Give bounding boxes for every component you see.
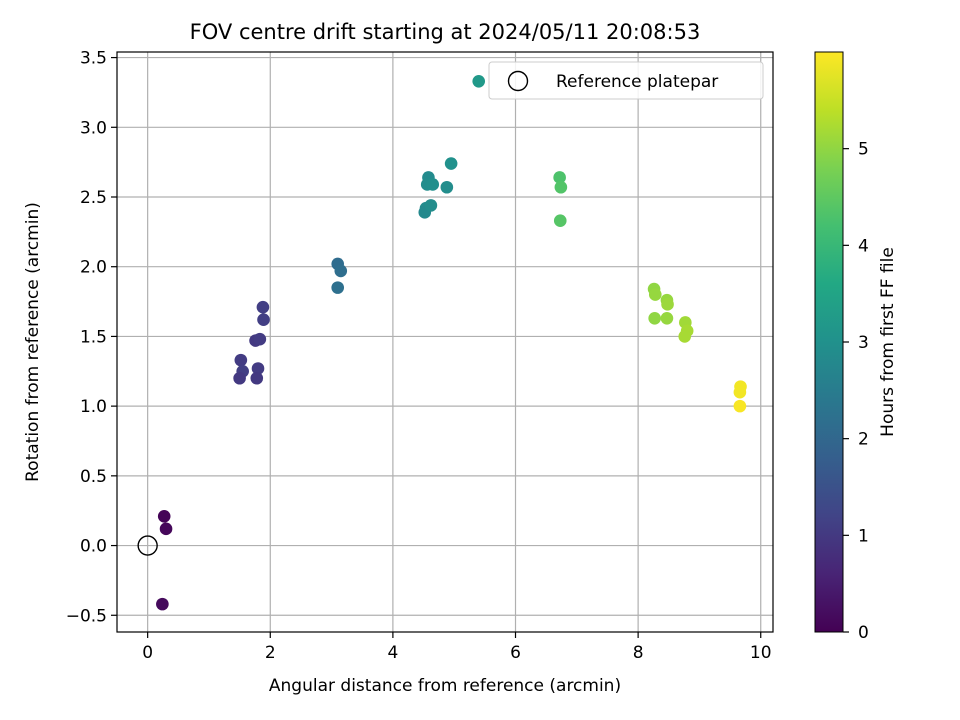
data-point — [331, 281, 345, 294]
reference-point-marker — [137, 535, 158, 556]
colorbar-tick-label: 4 — [858, 236, 869, 256]
colorbar-gradient — [814, 51, 844, 633]
chart-title: FOV centre drift starting at 2024/05/11 … — [190, 20, 701, 44]
data-point — [257, 313, 270, 326]
y-tick-label: −0.5 — [66, 606, 107, 626]
data-point — [334, 264, 348, 278]
data-point — [440, 180, 454, 194]
reference-layer — [137, 535, 158, 556]
plot-frame — [116, 51, 774, 633]
data-point — [553, 214, 567, 228]
data-point — [233, 371, 246, 385]
colorbar-tick-label: 5 — [858, 140, 869, 160]
data-point — [234, 353, 248, 367]
data-point — [648, 288, 662, 301]
data-point — [256, 300, 270, 314]
data-point — [648, 311, 661, 325]
y-tick-label: 0.0 — [80, 537, 107, 557]
y-tick-label: 3.0 — [80, 118, 107, 138]
x-tick-label: 8 — [633, 643, 644, 663]
data-point — [157, 509, 171, 523]
x-tick-label: 6 — [510, 643, 521, 663]
y-axis-ticks: −0.5 0.0 0.5 1.0 1.5 2.0 2.5 3.0 3.5 — [66, 49, 117, 626]
colorbar-tick-label: 0 — [858, 623, 869, 643]
data-point — [733, 385, 747, 399]
x-tick-label: 0 — [142, 643, 153, 663]
data-point — [156, 597, 169, 611]
data-point — [251, 362, 265, 375]
legend: Reference platepar — [488, 61, 764, 100]
data-point — [554, 180, 568, 194]
data-point — [253, 332, 267, 346]
data-point — [733, 399, 747, 413]
data-point — [444, 157, 458, 170]
data-point — [661, 298, 674, 311]
data-point — [553, 171, 566, 184]
data-point — [426, 178, 440, 191]
x-axis-ticks: 0 2 4 6 8 10 — [142, 632, 772, 663]
data-point — [678, 330, 692, 343]
x-tick-label: 2 — [265, 643, 276, 663]
grid — [117, 52, 773, 632]
legend-reference-label: Reference platepar — [556, 72, 718, 92]
colorbar-tick-label: 1 — [858, 526, 869, 546]
legend-box — [488, 61, 764, 100]
y-tick-label: 2.0 — [80, 258, 107, 278]
data-point — [660, 311, 674, 325]
x-tick-label: 10 — [750, 643, 772, 663]
data-points — [156, 74, 747, 611]
data-point — [424, 199, 438, 212]
y-tick-label: 3.5 — [80, 49, 107, 69]
colorbar: 0 1 2 3 4 5 Hours from first FF file — [814, 51, 898, 643]
y-tick-label: 0.5 — [80, 467, 107, 487]
colorbar-ticks: 0 1 2 3 4 5 — [843, 140, 869, 643]
colorbar-tick-label: 2 — [858, 430, 869, 450]
y-tick-label: 2.5 — [80, 188, 107, 208]
y-axis-label: Rotation from reference (arcmin) — [23, 202, 43, 482]
colorbar-tick-label: 3 — [858, 333, 869, 353]
y-tick-label: 1.5 — [80, 327, 107, 347]
y-tick-label: 1.0 — [80, 397, 107, 417]
x-axis-label: Angular distance from reference (arcmin) — [269, 676, 621, 696]
data-point — [250, 371, 264, 385]
data-point — [472, 74, 486, 88]
x-tick-label: 4 — [387, 643, 398, 663]
colorbar-label: Hours from first FF file — [878, 247, 898, 437]
legend-reference-marker — [507, 70, 529, 92]
data-point — [159, 522, 173, 536]
